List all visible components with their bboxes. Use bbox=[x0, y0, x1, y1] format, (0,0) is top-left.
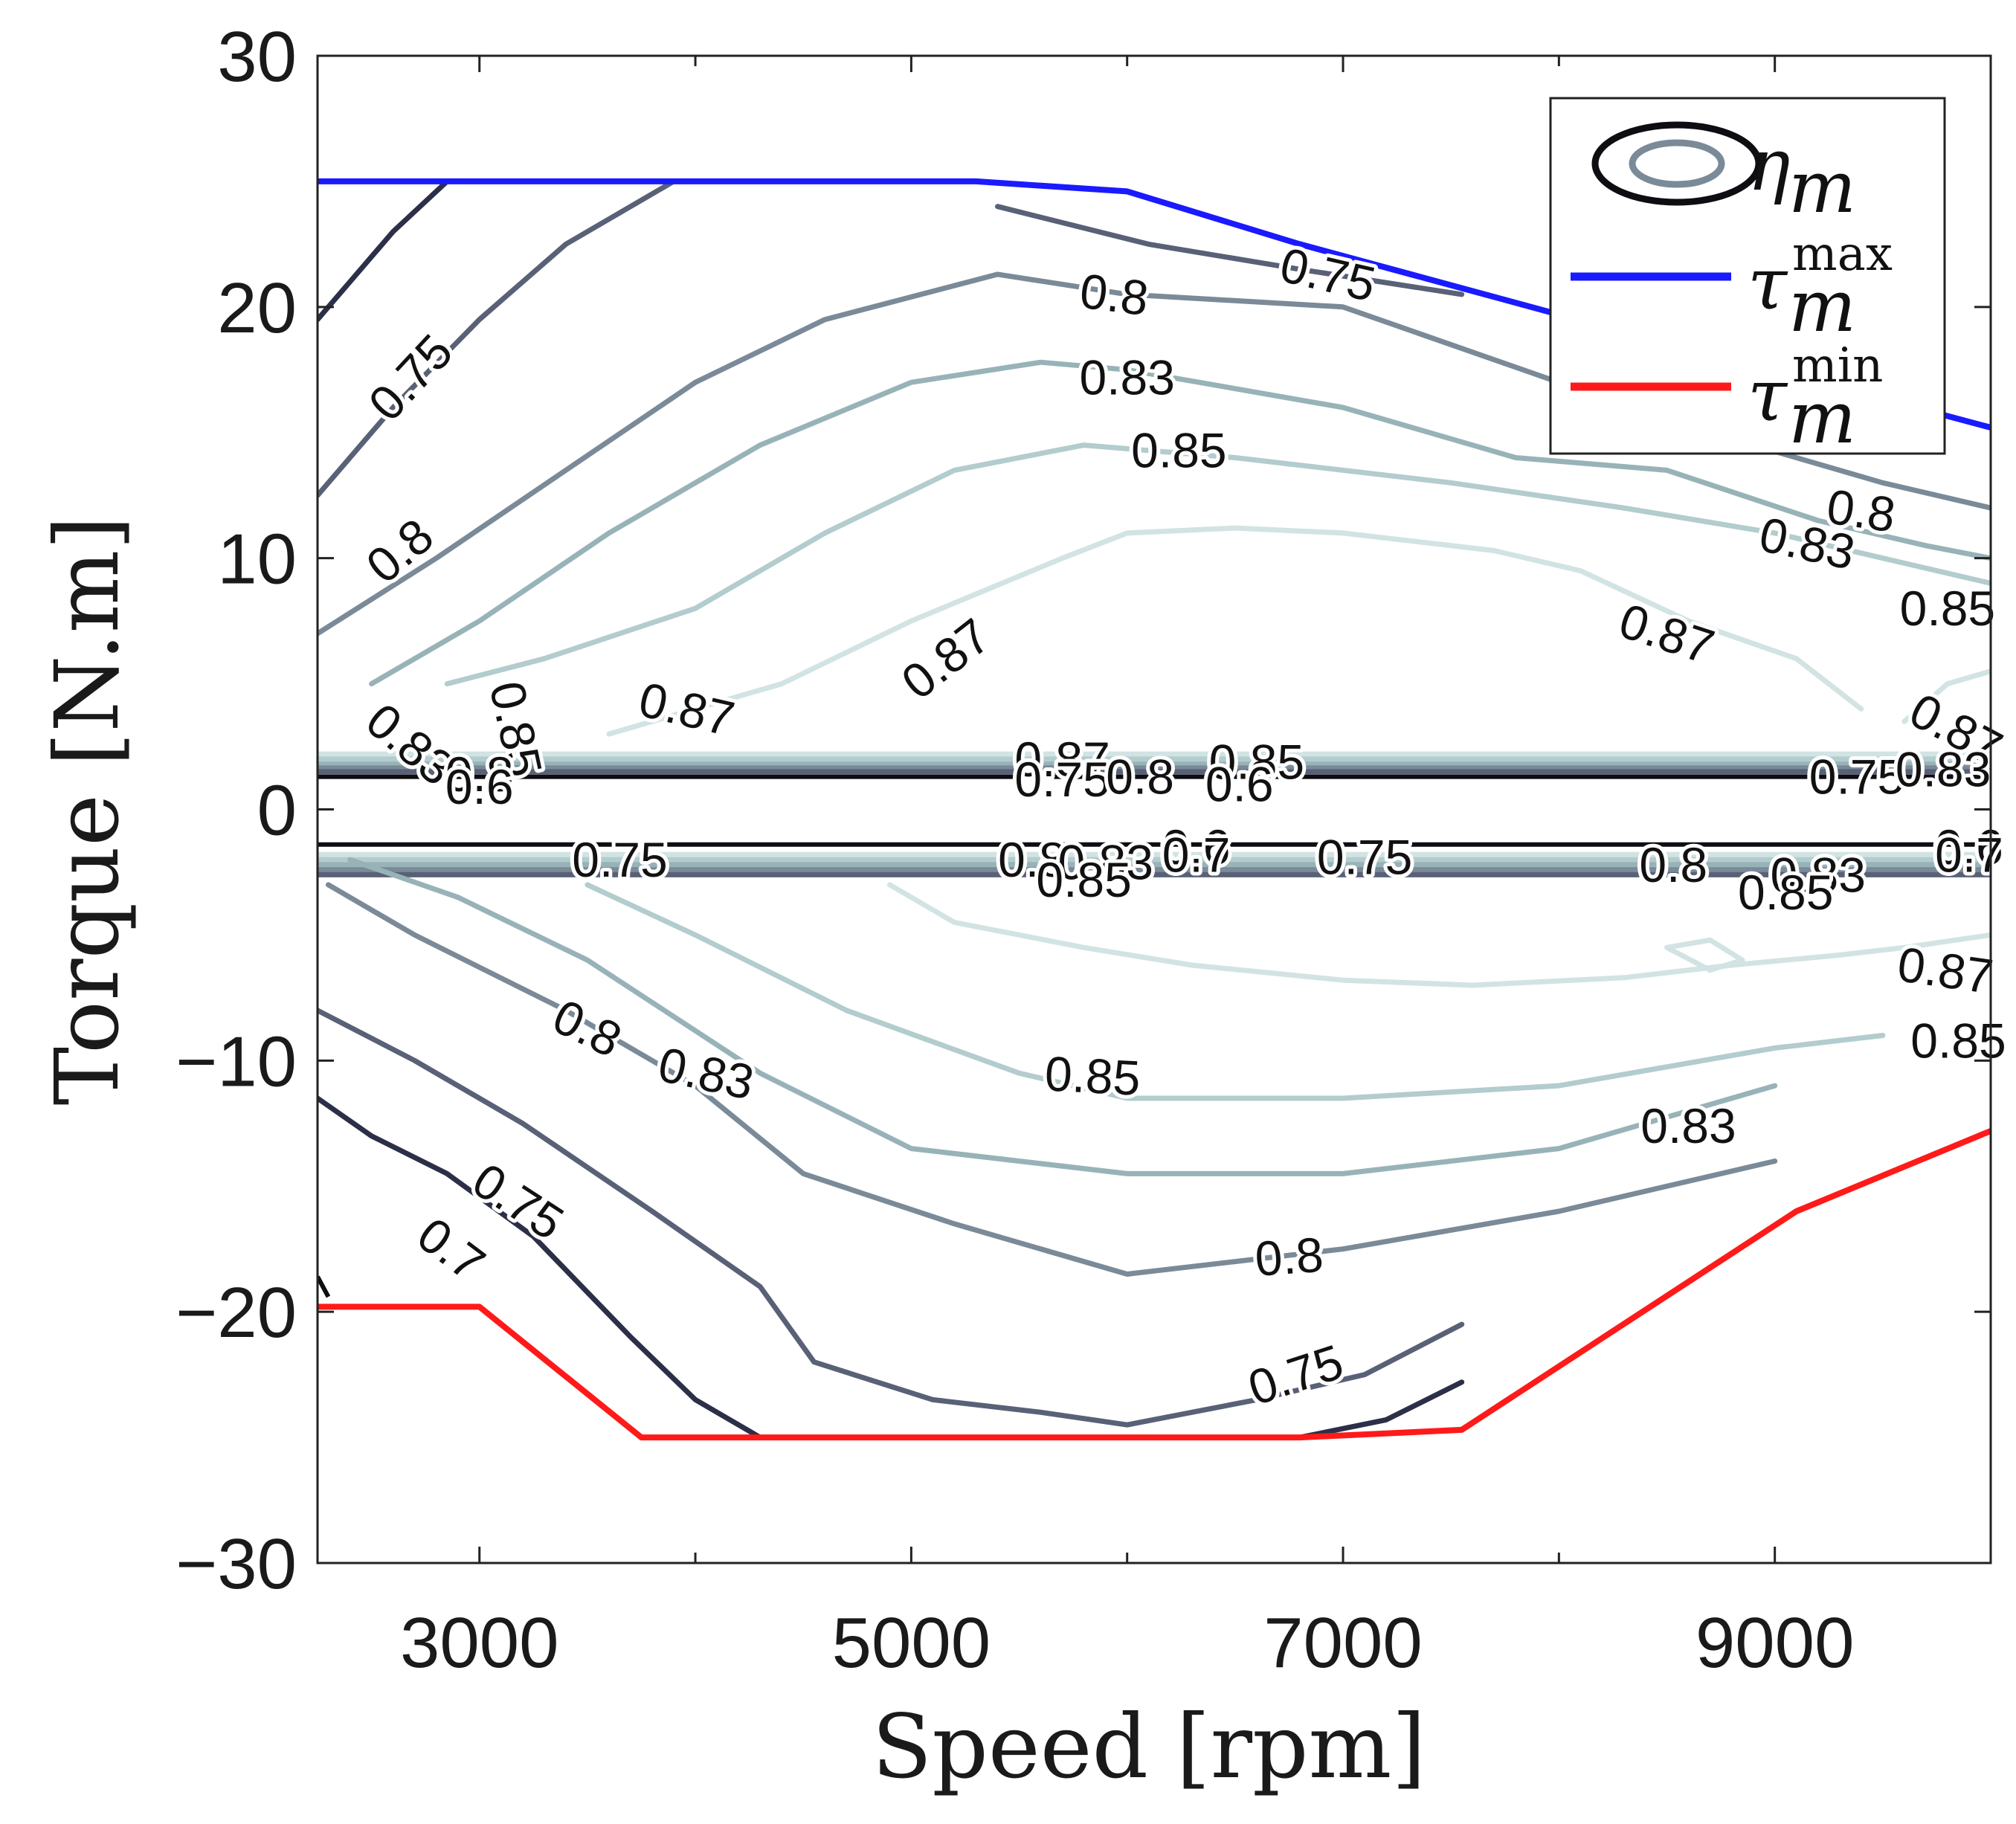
contour-0.85-11 bbox=[584, 882, 1886, 1101]
contour-label-26: 0.6 bbox=[445, 759, 514, 814]
contour-0.87-15 bbox=[1664, 937, 1745, 973]
y-tick-label-6: −30 bbox=[175, 1524, 297, 1604]
contour-label-42: 0.83 bbox=[1770, 847, 1865, 902]
contour-0.87-14 bbox=[1901, 668, 1991, 724]
contour-label-15: 0.85 bbox=[1043, 1045, 1141, 1106]
contour-label-43: 0.85 bbox=[1738, 865, 1833, 920]
y-tick-label-5: −20 bbox=[175, 1273, 297, 1353]
y-tick-label-0: 30 bbox=[217, 17, 297, 97]
contour-label-37: 0.85 bbox=[1036, 852, 1131, 907]
contour-label-34: 0.75 bbox=[572, 832, 667, 887]
legend-sup-tau_max: max bbox=[1792, 227, 1893, 282]
contour-labels: 0.70.750.750.750.750.80.80.80.80.80.830.… bbox=[352, 233, 2015, 1419]
contour-0.75-3 bbox=[318, 178, 677, 498]
x-tick-label-3000: 3000 bbox=[400, 1603, 559, 1683]
contour-0.85-10 bbox=[444, 442, 1991, 687]
contour-band-near-zero bbox=[318, 751, 1991, 1298]
contour-0.8-7 bbox=[326, 882, 1778, 1277]
contour-label-16: 0.85 bbox=[1900, 581, 1995, 636]
x-tick-label-9000: 9000 bbox=[1695, 1603, 1855, 1683]
contour-label-39: 0.7 bbox=[1162, 827, 1231, 882]
contour-label-31: 0.6 bbox=[1205, 757, 1274, 812]
contour-label-10: 0.83 bbox=[1079, 349, 1174, 405]
legend-sub-tau_max: m bbox=[1788, 265, 1856, 348]
y-tick-label-3: 0 bbox=[257, 771, 297, 851]
contour-0.7-2 bbox=[1297, 1379, 1465, 1440]
legend-sub-tau_min: m bbox=[1788, 376, 1856, 460]
contour-label-36: 0.83 bbox=[1057, 834, 1153, 889]
contour-0.87-12 bbox=[606, 525, 1864, 737]
contour-0.7-1 bbox=[318, 1095, 763, 1440]
contour-label-32: 0.75 bbox=[1809, 750, 1904, 805]
contour-0.7-0 bbox=[318, 178, 450, 323]
contour-label-38: 0.6 bbox=[1162, 819, 1231, 874]
legend-eta-outer-ring-icon bbox=[1591, 121, 1762, 206]
legend-sup-tau_min: min bbox=[1792, 338, 1883, 393]
contour-label-29: 0.8 bbox=[1106, 750, 1174, 805]
y-tick-label-1: 20 bbox=[217, 268, 297, 348]
legend-label-eta: η bbox=[1748, 123, 1791, 207]
legend-label-tau_min: τ bbox=[1748, 354, 1788, 437]
contour-label-28: 0.75 bbox=[1014, 752, 1110, 807]
axis-tick-labels: 3000 5000 7000 9000 30 20 10 0 −10 −20 −30 bbox=[175, 17, 1854, 1683]
contour-label-33: 0.83 bbox=[1896, 741, 1991, 796]
contour-label-41: 0.8 bbox=[1639, 837, 1707, 892]
contour-fragment-0.65 bbox=[318, 1275, 331, 1298]
x-tick-label-5000: 5000 bbox=[832, 1603, 991, 1683]
y-tick-label-4: −10 bbox=[175, 1022, 297, 1101]
contour-label-7: 0.8 bbox=[1077, 263, 1151, 326]
contour-0.83-8 bbox=[369, 359, 1991, 687]
contour-label-40: 0.75 bbox=[1317, 830, 1412, 885]
tau-min-line bbox=[318, 1128, 1991, 1441]
contour-label-45: 0.7 bbox=[1935, 827, 2003, 882]
contour-0.75-5 bbox=[318, 1008, 1465, 1428]
contour-label-8: 0.8 bbox=[1253, 1227, 1325, 1286]
contour-0.83-9 bbox=[347, 857, 1778, 1176]
contour-0.75-4 bbox=[995, 204, 1465, 297]
contour-label-35: 0.8 bbox=[998, 832, 1066, 887]
legend-eta-inner-ring-icon bbox=[1629, 139, 1725, 188]
x-tick-label-7000: 7000 bbox=[1263, 1603, 1423, 1683]
y-axis-label: Torque [N.m] bbox=[36, 515, 138, 1105]
contour-label-30: 0.85 bbox=[1209, 734, 1304, 789]
y-tick-label-2: 10 bbox=[217, 520, 297, 599]
contour-label-9: 0.8 bbox=[1823, 478, 1899, 542]
contour-label-44: 0.6 bbox=[1935, 819, 2003, 874]
contour-0.87-13 bbox=[886, 882, 1991, 988]
contour-label-25: 0.8 bbox=[445, 747, 514, 802]
contour-label-27: 0.87 bbox=[1014, 732, 1110, 787]
x-axis-label: Speed [rpm] bbox=[872, 1695, 1426, 1798]
contour-label-13: 0.83 bbox=[1640, 1098, 1736, 1153]
legend-label-tau_max: τ bbox=[1748, 242, 1788, 326]
axis-ticks bbox=[318, 54, 1991, 1564]
contour-label-14: 0.85 bbox=[1131, 422, 1226, 477]
legend-sub-eta: m bbox=[1788, 146, 1856, 229]
